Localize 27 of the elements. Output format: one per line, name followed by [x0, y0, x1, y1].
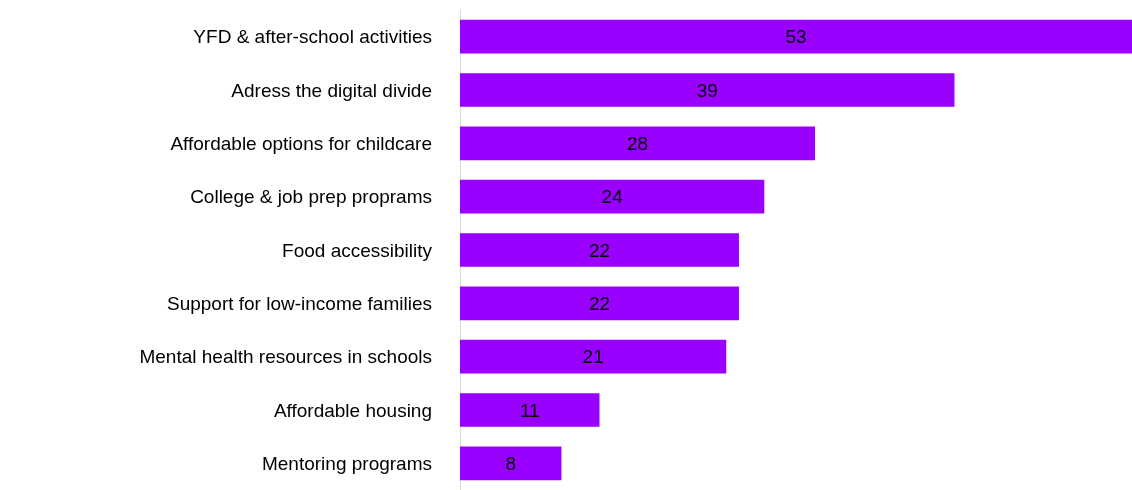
data-label: 28: [626, 132, 649, 154]
data-label: 22: [588, 239, 611, 261]
bar: [460, 446, 562, 481]
bar: [460, 286, 739, 321]
data-label: 22: [588, 292, 611, 314]
bar: [460, 339, 727, 374]
data-label: 39: [696, 79, 718, 101]
data-label: 8: [505, 452, 517, 474]
y-tick-label: Affordable housing: [273, 399, 432, 421]
y-tick-label: Mentoring programs: [261, 452, 432, 474]
y-tick-label: Mental health resources in schools: [139, 346, 432, 368]
data-label: 11: [519, 399, 540, 421]
bar: [460, 126, 816, 161]
bar: [460, 179, 765, 214]
bar: [460, 73, 955, 107]
y-tick-label: Support for low-income families: [166, 292, 432, 314]
y-tick-label: College & job prep proprams: [190, 186, 432, 208]
bar: [460, 19, 1132, 54]
y-tick-label: Adress the digital divide: [231, 79, 432, 101]
y-tick-label: YFD & after-school activities: [193, 26, 432, 48]
bar: [460, 393, 600, 427]
y-tick-label: Affordable options for childcare: [170, 132, 432, 154]
data-label: 53: [785, 26, 807, 48]
y-tick-label: Food accessibility: [282, 239, 433, 261]
data-label: 21: [582, 346, 604, 368]
bar: [460, 233, 739, 267]
data-label: 24: [601, 186, 624, 208]
